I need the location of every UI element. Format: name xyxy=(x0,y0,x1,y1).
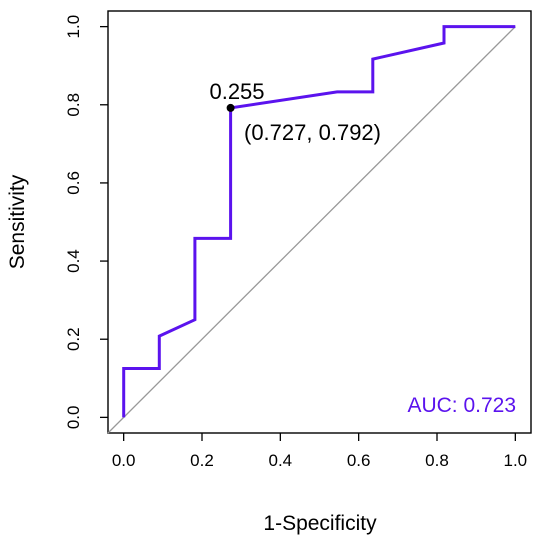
optimal-point-marker xyxy=(226,103,235,112)
y-tick-label: 1.0 xyxy=(64,15,83,39)
reference-diagonal xyxy=(107,26,516,434)
y-axis: 0.0 0.2 0.4 0.6 0.8 1.0 xyxy=(64,15,108,429)
plot-frame xyxy=(107,10,532,434)
x-axis: 0.0 0.2 0.4 0.6 0.8 1.0 xyxy=(112,433,527,470)
y-tick-label: 0.8 xyxy=(64,93,83,117)
threshold-label: 0.255 xyxy=(209,79,264,104)
x-tick-label: 0.4 xyxy=(269,451,293,470)
x-tick-label: 0.2 xyxy=(190,451,214,470)
auc-label: AUC: 0.723 xyxy=(407,394,516,417)
roc-curve xyxy=(122,25,516,418)
y-tick-label: 0.0 xyxy=(64,406,83,430)
y-tick-label: 0.4 xyxy=(64,249,83,273)
x-tick-label: 0.0 xyxy=(112,451,136,470)
x-tick-label: 1.0 xyxy=(504,451,528,470)
coordinate-label: (0.727, 0.792) xyxy=(244,120,381,145)
y-tick-label: 0.6 xyxy=(64,171,83,195)
x-tick-label: 0.8 xyxy=(425,451,449,470)
y-axis-title: Sensitivity xyxy=(6,174,29,269)
y-tick-label: 0.2 xyxy=(64,327,83,351)
x-tick-label: 0.6 xyxy=(347,451,371,470)
x-axis-title: 1-Specificity xyxy=(263,512,377,535)
